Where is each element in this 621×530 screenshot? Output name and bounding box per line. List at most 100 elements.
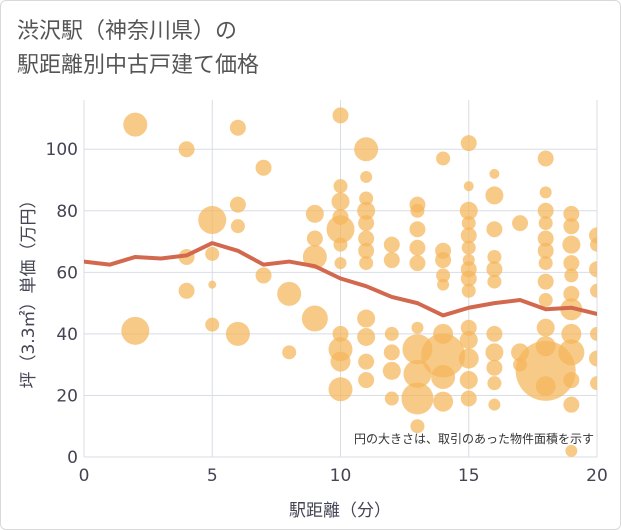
bubble-point xyxy=(537,202,554,219)
y-tick-label: 20 xyxy=(56,386,78,406)
bubble-point xyxy=(590,283,597,298)
bubble-point xyxy=(255,159,272,176)
bubble-point xyxy=(564,268,579,283)
bubble-point xyxy=(537,150,554,167)
bubble-point xyxy=(229,119,246,136)
bubble-point xyxy=(537,230,554,247)
bubble-point xyxy=(565,444,578,457)
bubble-point xyxy=(410,419,425,434)
bubble-point xyxy=(358,372,375,389)
bubble-point xyxy=(383,252,400,269)
bubble-point xyxy=(460,319,477,336)
bubble-point xyxy=(486,359,503,376)
bubble-point xyxy=(357,327,376,346)
bubble-point xyxy=(563,396,580,413)
bubble-point xyxy=(435,252,452,269)
bubble-point xyxy=(357,309,376,328)
bubble-point xyxy=(409,255,426,272)
bubble-point xyxy=(459,331,478,350)
bubble-point xyxy=(485,343,504,362)
bubble-point xyxy=(461,240,476,255)
bubble-point xyxy=(178,282,195,299)
bubble-point xyxy=(225,321,250,346)
bubble-point xyxy=(205,246,220,261)
bubble-point xyxy=(359,256,374,271)
bubble-point xyxy=(229,196,246,213)
bubble-point xyxy=(301,305,328,332)
bubble-point xyxy=(358,242,375,259)
bubble-point xyxy=(277,281,302,306)
bubble-point xyxy=(558,339,585,366)
x-tick-labels: 0 5 10 15 20 xyxy=(79,466,608,486)
bubble-point xyxy=(590,376,597,391)
y-tick-label: 0 xyxy=(67,448,78,468)
bubble-point xyxy=(460,270,477,287)
bubble-point xyxy=(359,191,374,206)
x-tick-label: 0 xyxy=(79,466,90,486)
bubble-point xyxy=(123,112,148,137)
trend-line xyxy=(84,241,597,318)
bubble-point xyxy=(563,372,580,389)
x-tick-label: 15 xyxy=(458,466,480,486)
bubble-point xyxy=(436,151,451,166)
bubble-point xyxy=(461,283,476,298)
bubble-point xyxy=(537,242,554,259)
bubble-point xyxy=(354,137,379,162)
trend-layer xyxy=(84,241,597,318)
x-tick-label: 5 xyxy=(207,466,218,486)
bubble-point xyxy=(487,249,502,264)
bubble-point xyxy=(302,244,327,269)
bubble-point xyxy=(563,255,580,272)
bubble-point xyxy=(460,390,477,407)
bubble-point xyxy=(488,398,501,411)
x-tick-label: 10 xyxy=(330,466,352,486)
bubble-point xyxy=(230,219,245,234)
bubble-point xyxy=(334,257,347,270)
bubble-point xyxy=(431,364,456,389)
bubble-point xyxy=(436,268,451,283)
bubble-point xyxy=(486,221,503,238)
bubble-point xyxy=(458,348,479,369)
bubble-point xyxy=(486,261,503,278)
x-tick-label: 20 xyxy=(586,466,608,486)
bubble-point xyxy=(459,371,478,390)
bubble-point xyxy=(358,230,375,247)
bubble-point xyxy=(332,107,349,124)
bubble-point xyxy=(589,261,597,278)
bubble-point xyxy=(563,285,580,302)
bubble-point xyxy=(401,382,434,415)
bubble-point xyxy=(535,376,556,397)
bubble-point xyxy=(331,192,350,211)
bubble-point xyxy=(333,179,348,194)
y-tick-labels: 0 20 40 60 80 100 xyxy=(46,140,78,468)
bubble-point xyxy=(330,351,351,372)
bubble-point xyxy=(538,216,553,231)
bubble-point xyxy=(485,186,504,205)
bubble-point xyxy=(487,376,502,391)
bubble-point xyxy=(358,215,375,232)
bubble-point xyxy=(538,293,553,308)
y-tick-label: 60 xyxy=(56,263,78,283)
bubble-point xyxy=(463,181,474,192)
bubble-layer xyxy=(121,107,597,457)
bubble-point xyxy=(382,361,401,380)
bubble-point xyxy=(459,201,478,220)
bubble-point xyxy=(255,267,272,284)
bubble-point xyxy=(409,221,426,238)
bubble-point xyxy=(489,168,500,179)
bubble-point xyxy=(460,135,477,152)
bubble-point xyxy=(563,205,580,222)
bubble-point xyxy=(410,203,425,218)
bubble-point xyxy=(198,206,227,235)
bubble-size-note: 円の大きさは、取引のあった物件面積を示す xyxy=(354,431,594,446)
bubble-point xyxy=(358,353,375,370)
bubble-point xyxy=(332,325,349,342)
bubble-point xyxy=(460,227,477,244)
bubble-point xyxy=(333,237,348,252)
bubble-point xyxy=(486,325,503,342)
bubble-point xyxy=(409,239,426,256)
bubble-point xyxy=(208,280,217,289)
x-axis-title: 駅距離（分） xyxy=(289,501,391,521)
bubble-point xyxy=(282,345,297,360)
bubble-point xyxy=(383,344,400,361)
